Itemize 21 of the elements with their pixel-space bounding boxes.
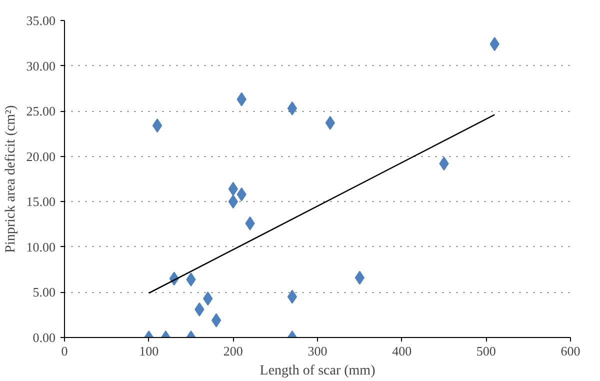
point — [287, 290, 298, 304]
y-tick-label: 25.00 — [26, 104, 56, 119]
y-tick-label: 20.00 — [26, 148, 56, 164]
x-axis-title: Length of scar (mm) — [260, 364, 376, 378]
x-tick-label: 200 — [223, 344, 243, 358]
x-tick-label: 100 — [139, 344, 159, 358]
x-tick-label: 400 — [392, 344, 412, 358]
point — [211, 313, 222, 328]
x-tick-label: 300 — [308, 344, 328, 358]
x-tick-label: 600 — [560, 344, 580, 358]
point — [152, 118, 162, 133]
y-axis-title: Pinprick area deficit (cm²) — [3, 104, 18, 253]
y-tick-label: 5.00 — [32, 284, 56, 300]
y-tick-label: 0.00 — [32, 330, 56, 345]
y-tick-label: 30.00 — [26, 58, 56, 74]
y-tick-label: 15.00 — [26, 194, 56, 210]
y-tick-label: 10.00 — [26, 239, 56, 254]
x-tick-label: 500 — [476, 344, 496, 358]
y-tick-label: 35.00 — [26, 13, 56, 28]
point — [287, 101, 298, 116]
x-tick-label: 0 — [61, 344, 68, 358]
